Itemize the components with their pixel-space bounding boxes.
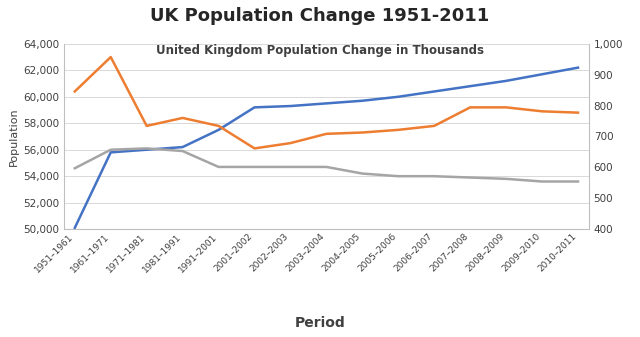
Text: UK Population Change 1951-2011: UK Population Change 1951-2011 [150,7,490,25]
Text: Period: Period [294,316,346,330]
Text: United Kingdom Population Change in Thousands: United Kingdom Population Change in Thou… [156,44,484,57]
Y-axis label: Population: Population [9,107,19,166]
